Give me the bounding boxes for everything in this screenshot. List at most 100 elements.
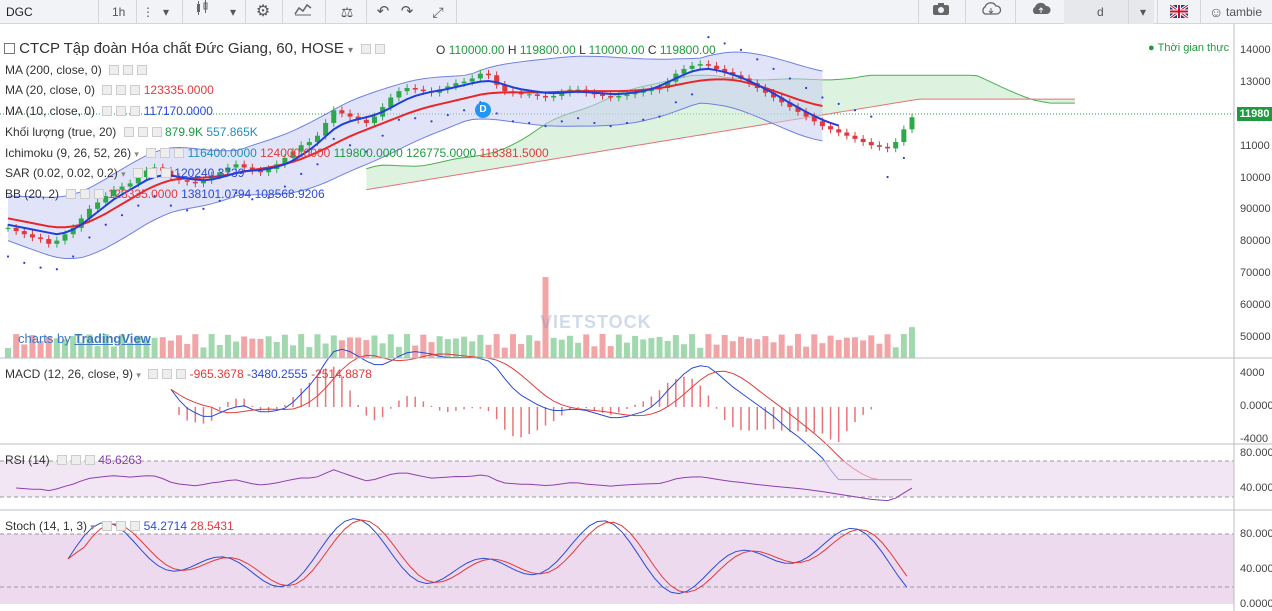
candle-body bbox=[844, 132, 850, 136]
bb-fill bbox=[8, 52, 823, 259]
eye-icon[interactable] bbox=[132, 168, 143, 178]
gear-icon[interactable] bbox=[375, 44, 386, 54]
eye-icon[interactable] bbox=[148, 369, 159, 379]
username[interactable]: tambie bbox=[1226, 5, 1263, 19]
chevron-down-icon[interactable]: ▾ bbox=[1139, 5, 1147, 19]
candle-body bbox=[38, 237, 44, 240]
scales-icon[interactable]: ⚖ bbox=[340, 4, 354, 20]
camera-icon[interactable] bbox=[928, 0, 954, 24]
candle-body bbox=[868, 142, 874, 146]
rsi-legend[interactable]: RSI (14) 45.6263 bbox=[5, 453, 142, 468]
candle-body bbox=[143, 170, 149, 178]
legend-bb[interactable]: BB (20, 2) 123335.0000 138101.0794 10856… bbox=[5, 187, 325, 202]
gear-icon[interactable] bbox=[116, 106, 127, 116]
brand-prefix: charts by bbox=[18, 331, 71, 346]
cloud-upload-icon[interactable] bbox=[1028, 0, 1054, 24]
close-icon[interactable] bbox=[137, 65, 148, 75]
fullscreen-icon[interactable]: ⤢ bbox=[432, 4, 444, 20]
gear-icon[interactable] bbox=[160, 148, 171, 158]
redo-icon[interactable]: ↷ bbox=[400, 3, 414, 20]
macd-legend[interactable]: MACD (12, 26, close, 9) ▾ -965.3678 -348… bbox=[5, 367, 372, 383]
indicators-icon[interactable] bbox=[290, 0, 316, 24]
close-icon[interactable] bbox=[174, 148, 185, 158]
candles-icon[interactable] bbox=[189, 0, 215, 24]
y-tick: 50000 bbox=[1240, 331, 1271, 343]
volume-bar bbox=[746, 338, 753, 358]
sar-dot bbox=[414, 117, 417, 120]
close-icon[interactable] bbox=[85, 455, 96, 465]
close-icon[interactable] bbox=[130, 521, 141, 531]
search-input[interactable]: d bbox=[1097, 5, 1104, 19]
gear-icon[interactable] bbox=[123, 65, 134, 75]
eye-icon[interactable] bbox=[57, 455, 68, 465]
close-icon[interactable] bbox=[130, 85, 141, 95]
chevron-down-icon[interactable]: ▾ bbox=[348, 45, 354, 56]
eye-icon[interactable] bbox=[109, 65, 120, 75]
divider bbox=[182, 0, 183, 24]
close-icon[interactable] bbox=[130, 106, 141, 116]
eye-icon[interactable] bbox=[102, 521, 113, 531]
eye-icon[interactable] bbox=[123, 127, 134, 137]
brand-link[interactable]: TradingView bbox=[74, 331, 151, 346]
gear-icon[interactable] bbox=[162, 369, 173, 379]
candle-body bbox=[779, 97, 785, 103]
close-icon[interactable] bbox=[160, 168, 171, 178]
candle-body bbox=[811, 116, 817, 122]
gear-icon[interactable] bbox=[116, 521, 127, 531]
y-tick: 40.000 bbox=[1240, 482, 1272, 494]
gear-icon[interactable] bbox=[137, 127, 148, 137]
eye-icon[interactable] bbox=[361, 44, 372, 54]
legend-volume[interactable]: Khối lượng (true, 20) 879.9K 557.865K bbox=[5, 125, 258, 140]
volume-bar bbox=[591, 346, 598, 358]
search-box[interactable] bbox=[1064, 0, 1154, 24]
chevron-down-icon[interactable]: ▾ bbox=[162, 5, 170, 19]
chevron-down-icon[interactable]: ▾ bbox=[134, 149, 139, 159]
cloud-download-icon[interactable] bbox=[978, 0, 1004, 24]
y-tick: -4000 bbox=[1240, 433, 1269, 445]
stoch-legend[interactable]: Stoch (14, 1, 3) ▾ 54.2714 28.5431 bbox=[5, 519, 234, 535]
interval-select[interactable]: 1h bbox=[112, 5, 126, 19]
more-vert-icon[interactable]: ⋮ bbox=[142, 5, 154, 19]
sar-dot bbox=[251, 198, 254, 201]
legend-sar[interactable]: SAR (0.02, 0.02, 0.2) ▾ 120240.3739 bbox=[5, 166, 244, 182]
candle-body bbox=[909, 117, 915, 130]
gear-icon[interactable] bbox=[71, 455, 82, 465]
legend-ma20[interactable]: MA (20, close, 0) 123335.0000 bbox=[5, 83, 214, 98]
sar-dot bbox=[332, 137, 335, 140]
gear-icon[interactable] bbox=[80, 189, 91, 199]
gear-icon[interactable] bbox=[116, 85, 127, 95]
gear-icon[interactable] bbox=[146, 168, 157, 178]
stoch-k-line bbox=[67, 518, 908, 595]
volume-bar bbox=[827, 335, 834, 358]
candle-body bbox=[412, 87, 418, 90]
chevron-down-icon[interactable]: ▾ bbox=[229, 5, 237, 19]
chevron-down-icon[interactable]: ▾ bbox=[121, 169, 126, 179]
close-icon[interactable] bbox=[94, 189, 105, 199]
legend-ma200[interactable]: MA (200, close, 0) bbox=[5, 63, 148, 78]
collapse-icon[interactable] bbox=[4, 43, 15, 54]
user-icon[interactable]: ☺ bbox=[1209, 4, 1224, 20]
chevron-down-icon[interactable]: ▾ bbox=[90, 522, 95, 532]
open-label: O bbox=[436, 43, 446, 57]
tradingview-brand[interactable]: charts by TradingView bbox=[18, 331, 151, 346]
gear-icon[interactable]: ⚙ bbox=[255, 3, 271, 20]
volume-bar bbox=[395, 346, 402, 358]
close-icon[interactable] bbox=[176, 369, 187, 379]
dividend-marker[interactable]: D bbox=[475, 102, 491, 118]
eye-icon[interactable] bbox=[66, 189, 77, 199]
legend-ichimoku[interactable]: Ichimoku (9, 26, 52, 26) ▾ 116400.0000 1… bbox=[5, 146, 549, 162]
indicator-name: RSI (14) bbox=[5, 453, 50, 467]
chart-canvas[interactable] bbox=[0, 24, 1272, 611]
eye-icon[interactable] bbox=[146, 148, 157, 158]
last-price-tag: 11980 bbox=[1237, 107, 1272, 121]
uk-flag-icon[interactable] bbox=[1169, 0, 1189, 24]
close-icon[interactable] bbox=[151, 127, 162, 137]
sar-dot bbox=[788, 77, 791, 80]
legend-ma10[interactable]: MA (10, close, 0) 117170.0000 bbox=[5, 104, 213, 119]
symbol-input[interactable]: DGC bbox=[6, 5, 33, 19]
eye-icon[interactable] bbox=[102, 106, 113, 116]
undo-icon[interactable]: ↶ bbox=[376, 3, 390, 20]
candle-body bbox=[29, 234, 35, 238]
chevron-down-icon[interactable]: ▾ bbox=[136, 370, 141, 380]
eye-icon[interactable] bbox=[102, 85, 113, 95]
